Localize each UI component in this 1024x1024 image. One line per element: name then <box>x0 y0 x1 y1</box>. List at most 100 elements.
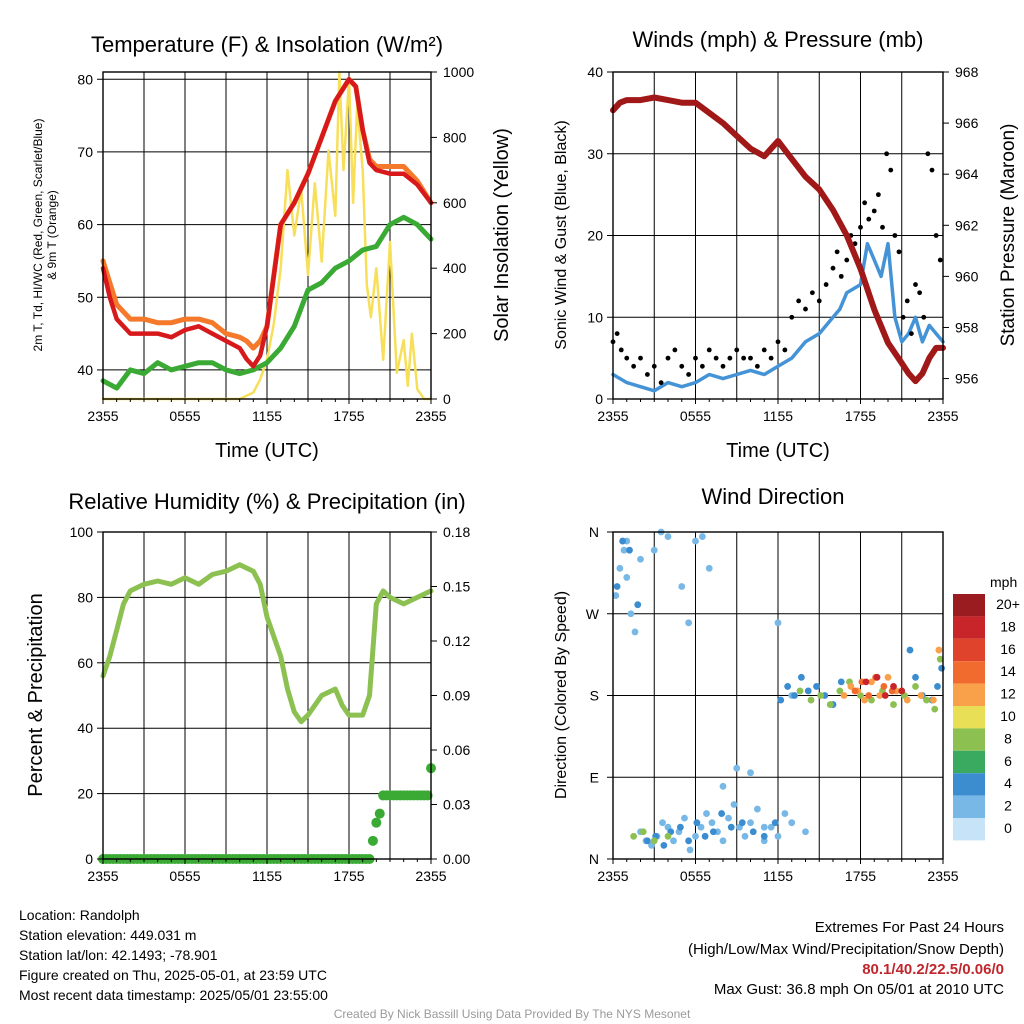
wind-direction-point <box>796 687 804 695</box>
wind-direction-point <box>788 819 796 827</box>
y2-tick-label: 0.18 <box>443 524 470 540</box>
wind-direction-point <box>660 841 668 849</box>
wind-direction-point <box>693 819 701 827</box>
gust-point <box>699 363 705 369</box>
wind-direction-point <box>678 583 686 590</box>
chart-title: Wind Direction <box>701 484 844 509</box>
extremes-values: 80.1/40.2/22.5/0.06/0 <box>862 961 1004 978</box>
wind-direction-point <box>627 610 635 618</box>
x-axis-label: Time (UTC) <box>215 440 319 462</box>
y-tick-label: 40 <box>77 362 93 378</box>
gust-point <box>844 257 850 263</box>
extremes-title: Extremes For Past 24 Hours <box>814 919 1004 936</box>
panel-2: 2355 0555 1155 1755 2355 Time (UTC) 0 10 20 30 40 9… <box>553 27 1019 462</box>
legend-label: 2 <box>1004 798 1012 814</box>
gust-point <box>834 249 840 255</box>
extremes-panel: Extremes For Past 24 Hours (High/Low/Max… <box>688 918 1004 1000</box>
wind-direction-point <box>774 619 782 627</box>
gust-point <box>896 249 902 255</box>
x-tick-label: 1155 <box>763 408 793 424</box>
legend-swatch <box>953 728 985 751</box>
wind-direction-point <box>733 764 741 772</box>
gust-point <box>888 167 894 173</box>
gust-point <box>665 355 671 361</box>
wind-direction-point <box>637 555 644 563</box>
wind-direction-point <box>685 619 693 627</box>
gust-point <box>880 224 885 230</box>
y-tick-label: W <box>586 606 600 622</box>
gust-point <box>925 151 931 157</box>
y-axis-label: Sonic Wind & Gust (Blue, Black) <box>553 120 570 349</box>
y-tick-label: 20 <box>587 228 603 244</box>
wind-direction-point <box>719 782 727 790</box>
y2-tick-label: 956 <box>955 371 979 387</box>
wind-direction-point <box>804 687 812 695</box>
gust-point <box>933 233 939 238</box>
wind-direction-point <box>861 696 869 704</box>
gust-point <box>823 282 829 287</box>
wind-direction-point <box>676 823 684 831</box>
wind-direction-point <box>917 692 925 699</box>
wind-direction-point <box>639 828 647 836</box>
legend-label: 10 <box>1000 708 1016 724</box>
wind-direction-point <box>664 832 672 840</box>
x-tick-label: 2355 <box>415 868 446 884</box>
wind-direction-point <box>784 683 792 690</box>
y2-tick-label: 0.12 <box>443 633 470 649</box>
wind-direction-point <box>619 537 627 545</box>
wind-direction-point <box>719 837 727 845</box>
gust-point <box>713 355 719 361</box>
x-tick-label: 1155 <box>763 868 793 884</box>
gust-point <box>782 347 788 353</box>
legend-swatch <box>953 683 985 706</box>
gust-point <box>624 355 630 361</box>
wind-direction-point <box>851 687 859 695</box>
gust-point <box>614 331 620 336</box>
legend-label: 12 <box>1000 686 1016 702</box>
wind-direction-point <box>698 533 706 540</box>
wind-direction-point <box>686 846 694 854</box>
y-tick-label: 80 <box>77 71 93 87</box>
wind-direction-point <box>623 574 631 581</box>
legend-label: 20+ <box>996 596 1020 612</box>
gust-point <box>720 363 726 369</box>
wind-direction-point <box>692 537 699 545</box>
y-tick-label: E <box>590 769 599 785</box>
y2-axis-label: Station Pressure (Maroon) <box>998 124 1019 347</box>
gust-point <box>651 363 657 369</box>
wind-direction-point <box>612 592 620 599</box>
wind-direction-point <box>884 673 892 681</box>
gust-point <box>638 355 643 361</box>
x-tick-label: 1755 <box>333 408 364 424</box>
gust-point <box>734 347 740 353</box>
gust-point <box>789 314 795 320</box>
gust-point <box>816 298 822 304</box>
y-tick-label: 60 <box>77 217 93 233</box>
y2-tick-label: 958 <box>955 319 979 335</box>
sonic-wind-line <box>611 241 945 393</box>
legend-swatch <box>953 750 985 774</box>
legend-swatch <box>953 795 985 818</box>
y-tick-label: 100 <box>70 524 94 540</box>
legend-swatch <box>953 818 985 841</box>
wind-direction-point <box>931 705 939 713</box>
station-info: Location: Randolph Station elevation: 44… <box>19 905 328 1005</box>
created-text: Figure created on Thu, 2025-05-01, at 23… <box>19 967 327 983</box>
wind-direction-point <box>898 687 906 695</box>
wind-direction-point <box>685 837 693 845</box>
wind-direction-point <box>791 692 798 699</box>
x-tick-label: 2355 <box>87 868 118 884</box>
wind-direction-point <box>938 664 946 672</box>
wind-direction-point <box>681 814 688 822</box>
legend-swatch <box>953 706 985 729</box>
wind-direction-point <box>807 696 815 704</box>
wind-direction-point <box>613 583 621 590</box>
y2-tick-label: 964 <box>955 166 979 182</box>
y-tick-label: 0 <box>595 391 603 407</box>
wind-direction-point <box>670 837 677 845</box>
x-axis-label: Time (UTC) <box>726 440 830 462</box>
wind-direction-point <box>747 769 754 777</box>
dewpoint-line <box>100 214 434 391</box>
y-tick-label: 60 <box>77 655 93 671</box>
